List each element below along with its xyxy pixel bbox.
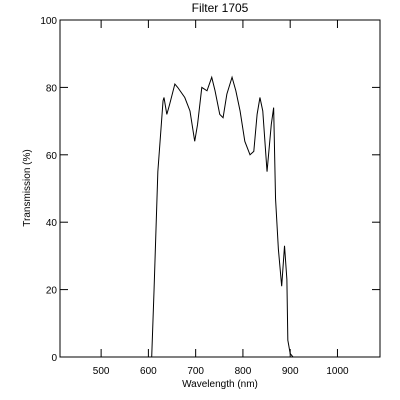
y-tick-label: 80 [46,83,58,94]
y-axis-label: Transmission (%) [22,149,33,226]
x-tick-label: 600 [140,366,157,377]
plot-frame [59,19,381,358]
y-tick-label: 60 [46,151,58,162]
y-tick-label: 100 [40,16,57,27]
y-tick-label: 40 [46,218,58,229]
y-tick-label: 0 [51,353,57,364]
x-tick-label: 1000 [326,366,349,377]
y-tick-label: 20 [46,286,58,297]
x-axis-label: Wavelength (nm) [182,379,258,390]
x-tick-label: 800 [235,366,252,377]
transmission-curve [148,75,298,358]
chart-title: Filter 1705 [192,1,249,15]
x-tick-label: 500 [93,366,110,377]
x-tick-label: 900 [282,366,299,377]
x-tick-label: 700 [187,366,204,377]
